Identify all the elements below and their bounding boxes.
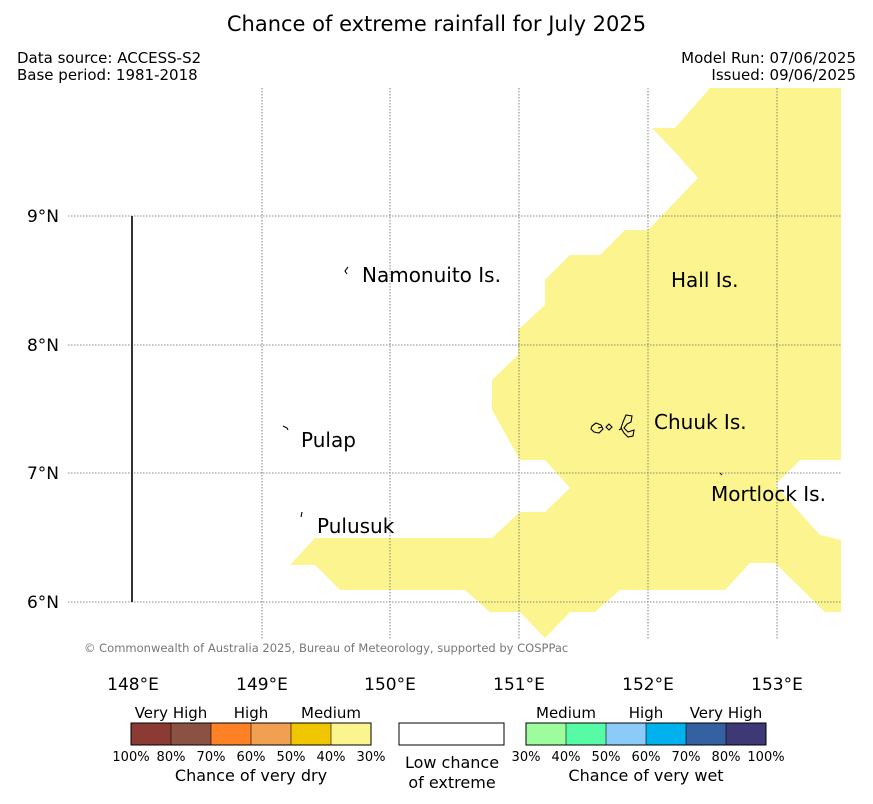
lat-label-8: 8°N [27, 336, 59, 356]
legend-wet-tick-0: 30% [512, 750, 541, 765]
meta-right: Model Run: 07/06/2025 Issued: 09/06/2025 [681, 50, 856, 84]
legend-dry-tick-2: 70% [197, 750, 226, 765]
legend-dry-colorbar [130, 722, 372, 746]
place-chuuk: Chuuk Is. [654, 410, 747, 434]
legend-dry-swatch-5 [331, 723, 371, 745]
copyright-notice: © Commonwealth of Australia 2025, Bureau… [84, 641, 568, 655]
legend-dry-swatch-1 [171, 723, 211, 745]
legend-low-chance-line1: Low chance [405, 753, 499, 772]
pulusuk-coastline [300, 511, 303, 518]
legend-dry-swatch-3 [251, 723, 291, 745]
legend-dry-tick-3: 60% [237, 750, 266, 765]
legend-dry-very-high: Very High [135, 704, 208, 722]
lon-label-153: 153°E [751, 675, 803, 695]
rainfall-overlay-region [290, 88, 841, 638]
lon-label-152: 152°E [622, 675, 674, 695]
legend-dry-tick-1: 80% [157, 750, 186, 765]
legend-dry-swatch-2 [211, 723, 251, 745]
pulap-coastline [282, 425, 289, 431]
lon-label-150: 150°E [364, 675, 416, 695]
base-period: Base period: 1981-2018 [17, 66, 198, 84]
legend-wet-tick-2: 50% [592, 750, 621, 765]
legend-dry-label: Chance of very dry [175, 766, 327, 785]
legend-wet-tick-3: 60% [632, 750, 661, 765]
legend-wet-swatch-1 [566, 723, 606, 745]
legend-dry-tick-4: 50% [277, 750, 306, 765]
legend-wet-swatch-0 [526, 723, 566, 745]
lon-label-149: 149°E [236, 675, 288, 695]
legend-wet-swatch-4 [686, 723, 726, 745]
lat-label-6: 6°N [27, 593, 59, 613]
legend-wet-tick-6: 100% [747, 750, 784, 765]
legend-wet-tick-5: 80% [712, 750, 741, 765]
lon-label-151: 151°E [493, 675, 545, 695]
legend-wet-tick-4: 70% [672, 750, 701, 765]
legend-dry-swatch-0 [131, 723, 171, 745]
chuuk-coastline [590, 414, 635, 438]
lon-label-148: 148°E [107, 675, 159, 695]
legend-wet-very-high: Very High [690, 704, 763, 722]
legend-low-chance-line2: of extreme [408, 773, 495, 792]
place-namonuito: Namonuito Is. [362, 263, 501, 287]
place-pulap: Pulap [301, 428, 356, 452]
legend-dry-tick-5: 40% [317, 750, 346, 765]
legend-dry-high: High [234, 704, 268, 722]
legend-wet-swatch-2 [606, 723, 646, 745]
legend-wet-swatch-3 [646, 723, 686, 745]
legend-wet-colorbar [525, 722, 767, 746]
legend-low-chance-swatch [398, 722, 505, 746]
data-source: Data source: ACCESS-S2 [17, 49, 202, 67]
place-hall: Hall Is. [671, 268, 738, 292]
legend-wet-swatch-5 [726, 723, 766, 745]
graticule [68, 88, 841, 640]
mortlock-coastline [719, 472, 723, 476]
legend-dry-medium: Medium [301, 704, 361, 722]
map-title: Chance of extreme rainfall for July 2025 [226, 12, 647, 36]
legend-wet-label: Chance of very wet [568, 766, 723, 785]
place-pulusuk: Pulusuk [317, 514, 395, 538]
legend-wet-medium: Medium [536, 704, 596, 722]
coastlines [282, 266, 723, 518]
lat-label-7: 7°N [27, 464, 59, 484]
issued-date: Issued: 09/06/2025 [711, 66, 856, 84]
legend-dry-swatch-4 [291, 723, 331, 745]
model-run: Model Run: 07/06/2025 [681, 49, 856, 67]
namonuito-coastline [344, 266, 349, 275]
legend-wet-ticks: 30% 40% 50% 60% 70% 80% 100% [512, 750, 785, 765]
legend-wet-tick-1: 40% [552, 750, 581, 765]
place-mortlock: Mortlock Is. [711, 482, 826, 506]
legend-dry-tick-0: 100% [112, 750, 149, 765]
meta-left: Data source: ACCESS-S2 Base period: 1981… [17, 50, 201, 84]
lat-label-9: 9°N [27, 207, 59, 227]
legend-dry-tick-6: 30% [357, 750, 386, 765]
legend-wet-high: High [629, 704, 663, 722]
legend-dry-ticks: 100% 80% 70% 60% 50% 40% 30% [112, 750, 385, 765]
